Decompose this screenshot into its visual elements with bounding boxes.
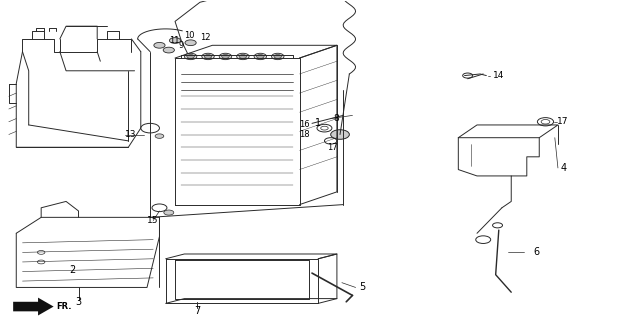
Circle shape [256,54,264,58]
Circle shape [184,53,197,60]
Text: 13: 13 [125,130,137,139]
Polygon shape [13,298,54,316]
Circle shape [274,54,281,58]
Text: 18: 18 [300,130,310,139]
Circle shape [219,53,232,60]
Text: 8: 8 [334,114,339,123]
Circle shape [236,53,249,60]
Circle shape [222,54,229,58]
Circle shape [331,130,349,139]
Text: 7: 7 [193,306,200,316]
Text: 10: 10 [184,31,195,40]
Text: 9: 9 [178,41,183,50]
Text: FR.: FR. [57,302,72,311]
Circle shape [170,38,180,44]
Text: 12: 12 [200,34,210,43]
Circle shape [239,54,246,58]
Text: 4: 4 [561,163,567,173]
Text: 6: 6 [533,247,539,257]
Circle shape [155,134,164,138]
Text: 5: 5 [359,283,365,292]
Circle shape [164,210,173,215]
Circle shape [271,53,284,60]
Text: 11: 11 [169,36,179,45]
Text: 1: 1 [315,118,321,128]
Text: 2: 2 [69,265,76,275]
Circle shape [187,54,194,58]
Circle shape [154,43,165,48]
Circle shape [204,54,212,58]
Text: 17: 17 [557,117,568,126]
Circle shape [185,40,196,46]
Text: 15: 15 [147,216,158,225]
Text: 16: 16 [300,120,310,130]
Circle shape [254,53,266,60]
Text: 14: 14 [492,71,504,80]
Circle shape [202,53,214,60]
Text: 3: 3 [76,297,82,307]
Circle shape [163,47,174,53]
Text: 17: 17 [328,143,338,152]
